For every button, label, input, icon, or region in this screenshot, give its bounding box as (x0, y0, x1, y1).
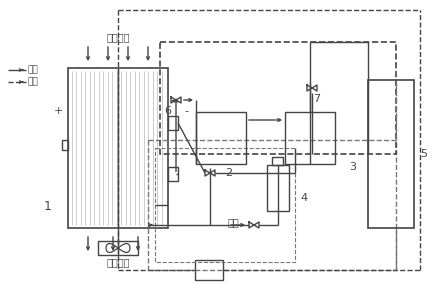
Bar (368, 80, 414, 228)
Bar (168, 116, 178, 130)
Text: 空气供气: 空气供气 (106, 32, 130, 42)
Bar (168, 167, 178, 181)
Bar (98, 241, 138, 255)
Bar (148, 140, 396, 270)
Bar (285, 112, 335, 164)
Text: 3: 3 (350, 162, 357, 172)
Text: 气路: 气路 (28, 66, 39, 75)
Text: 4: 4 (300, 193, 307, 203)
Text: 空气供气: 空气供气 (106, 257, 130, 267)
Text: 2: 2 (225, 168, 233, 178)
Bar (195, 260, 223, 280)
Text: -: - (184, 106, 188, 116)
Text: 1: 1 (44, 200, 52, 213)
Bar (68, 68, 168, 228)
Bar (62, 140, 68, 150)
Bar (155, 148, 295, 262)
Text: 5: 5 (420, 149, 427, 159)
Text: +: + (53, 106, 63, 116)
Bar (196, 112, 246, 164)
Bar (272, 157, 284, 165)
Text: 氢气: 氢气 (228, 217, 240, 227)
Text: 电路: 电路 (28, 78, 39, 86)
Bar (267, 165, 289, 211)
Bar (160, 42, 396, 154)
Text: 7: 7 (314, 94, 321, 104)
Text: 6: 6 (164, 106, 171, 116)
